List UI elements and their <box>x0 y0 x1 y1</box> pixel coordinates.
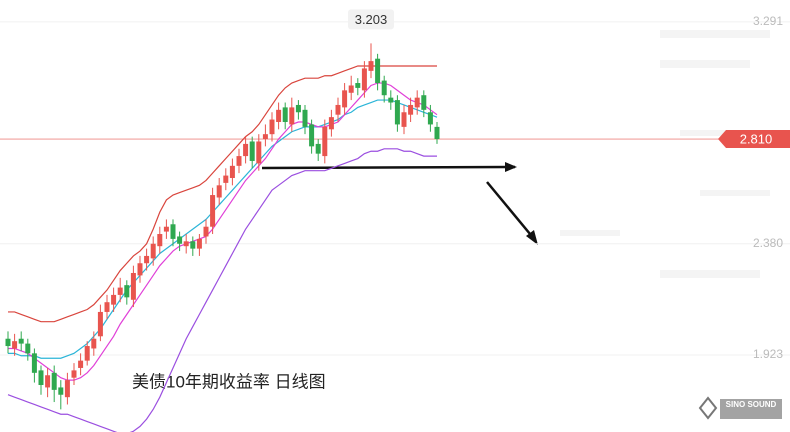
candle-body <box>427 112 433 125</box>
indicator-line <box>8 65 437 323</box>
candle-body <box>289 107 295 125</box>
price-label: 2.810 <box>740 131 773 146</box>
candle-body <box>130 272 136 300</box>
candle-body <box>31 353 37 373</box>
indicator-line <box>7 148 437 432</box>
candle-body <box>203 226 209 237</box>
chart-title: 美债10年期收益率 日线图 <box>132 372 326 391</box>
candle-body <box>361 68 367 91</box>
candle-body <box>157 234 163 247</box>
candle-body <box>91 338 97 349</box>
candle-body <box>12 341 18 349</box>
candle-body <box>71 370 77 378</box>
logo: SINO SOUND <box>698 396 782 420</box>
candle-body <box>210 195 216 227</box>
candle-body <box>282 107 288 123</box>
candle-body <box>236 156 242 166</box>
indicator-line <box>8 99 438 359</box>
y-tick-label: 2.380 <box>753 236 783 250</box>
arrow-head <box>526 230 538 245</box>
candle-body <box>137 263 143 276</box>
candle-body <box>381 80 387 96</box>
candle-body <box>117 287 123 295</box>
candle-body <box>328 117 334 130</box>
candle-body <box>322 126 328 157</box>
candle-body <box>177 236 183 244</box>
candle-body <box>256 141 262 164</box>
arrow <box>486 181 536 241</box>
candle-body <box>45 375 51 388</box>
max-label: 3.203 <box>355 12 388 27</box>
candle-body <box>342 90 348 108</box>
arrow <box>261 165 516 170</box>
candle-body <box>243 143 249 157</box>
candle-body <box>84 346 90 361</box>
candle-body <box>190 241 196 249</box>
candle-body <box>183 241 189 247</box>
candle-body <box>401 112 407 127</box>
candle-body <box>78 360 84 368</box>
candle-body <box>196 238 202 249</box>
candle-body <box>394 100 400 125</box>
candle-body <box>229 165 235 179</box>
candle-body <box>216 185 222 198</box>
candle-body <box>25 343 31 354</box>
max-label-box <box>348 9 394 30</box>
candle-body <box>64 380 70 398</box>
candle-body <box>375 58 381 84</box>
candle-body <box>223 175 229 183</box>
candle-body <box>295 104 301 113</box>
candle-body <box>58 387 64 395</box>
background-decor <box>560 30 770 278</box>
candle-body <box>150 243 156 259</box>
candle-body <box>97 311 103 337</box>
candle-body <box>144 255 150 264</box>
watermark: SINO SOUND <box>726 400 777 409</box>
candle-body <box>18 338 24 344</box>
price-tag <box>718 130 790 149</box>
candle-body <box>309 124 315 147</box>
candle-body <box>269 119 275 135</box>
y-tick-label: 1.923 <box>753 347 783 361</box>
candle-body <box>170 224 176 239</box>
candle-body <box>276 109 282 123</box>
candle-body <box>124 285 130 298</box>
candle-body <box>348 85 354 93</box>
candle-body <box>111 294 117 305</box>
candle-body <box>434 126 440 140</box>
candle-body <box>355 83 361 88</box>
candle-body <box>315 143 321 154</box>
candle-body <box>414 97 420 108</box>
candle-body <box>38 370 44 386</box>
candle-body <box>335 104 341 115</box>
candle-body <box>249 141 255 161</box>
candle-body <box>163 226 169 232</box>
candle-body <box>421 95 427 110</box>
arrow-head <box>505 162 517 172</box>
candle-body <box>408 104 414 115</box>
candle-body <box>5 338 11 347</box>
y-tick-label: 3.291 <box>753 14 783 28</box>
candle-body <box>51 372 57 390</box>
candle-body <box>368 61 374 71</box>
plot-area <box>0 43 720 432</box>
candle-body <box>104 302 110 312</box>
candle-body <box>262 134 268 140</box>
candle-body <box>388 97 394 103</box>
candle-body <box>302 109 308 127</box>
indicator-line <box>8 82 438 381</box>
